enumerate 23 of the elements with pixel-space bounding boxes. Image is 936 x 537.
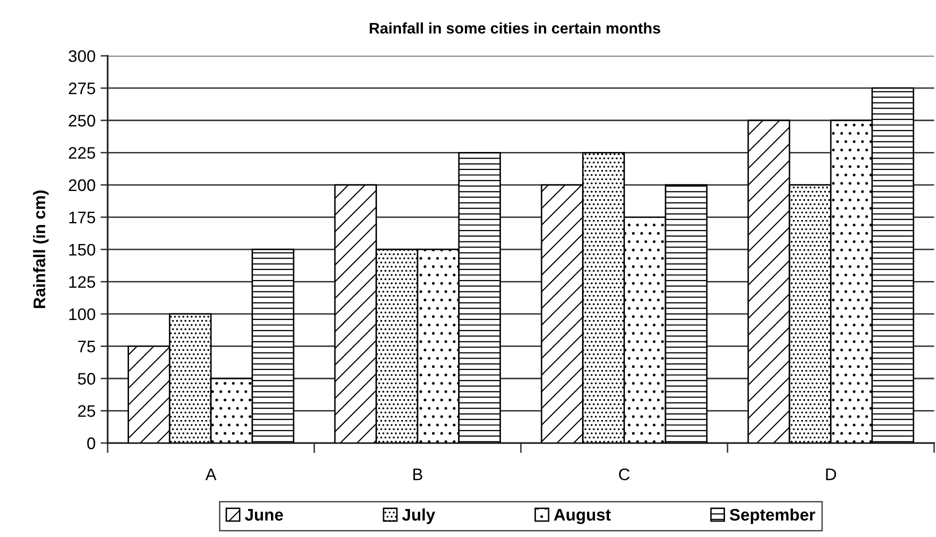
x-tick-label: C (619, 468, 630, 480)
x-tick-label: A (205, 468, 216, 480)
y-axis-title: Rainfall (in cm) (33, 190, 49, 308)
y-tick-label: 125 (69, 276, 96, 288)
y-tick-label: 75 (78, 340, 96, 352)
y-tick-label: 0 (87, 437, 96, 450)
legend-label: July (402, 508, 436, 524)
y-tick-label: 175 (69, 212, 96, 224)
y-tick-label: 300 (68, 50, 96, 62)
x-tick-label: B (413, 468, 422, 480)
legend-label: August (554, 509, 611, 524)
legend-label: September (730, 508, 816, 524)
x-tick-label: D (826, 468, 836, 480)
y-tick-label: 50 (78, 372, 96, 385)
y-tick-label: 150 (69, 244, 96, 256)
chart-title: Rainfall in some cities in certain months (370, 22, 660, 34)
legend-label: June (244, 509, 283, 521)
y-tick-label: 250 (68, 114, 96, 127)
y-tick-label: 25 (78, 405, 96, 417)
y-tick-label: 225 (68, 147, 96, 159)
y-tick-label: 200 (68, 179, 96, 192)
y-tick-label: 100 (69, 308, 96, 320)
y-tick-label: 275 (68, 82, 96, 94)
